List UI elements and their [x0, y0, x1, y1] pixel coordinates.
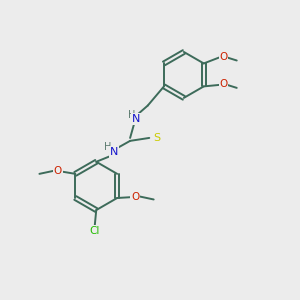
Text: O: O	[53, 166, 62, 176]
Text: Cl: Cl	[90, 226, 100, 236]
Text: O: O	[219, 79, 228, 89]
Text: N: N	[110, 147, 118, 157]
Text: O: O	[219, 52, 228, 62]
Text: O: O	[131, 191, 140, 202]
Text: H: H	[104, 142, 112, 152]
Text: N: N	[132, 114, 140, 124]
Text: S: S	[154, 133, 161, 143]
Text: H: H	[128, 110, 135, 120]
